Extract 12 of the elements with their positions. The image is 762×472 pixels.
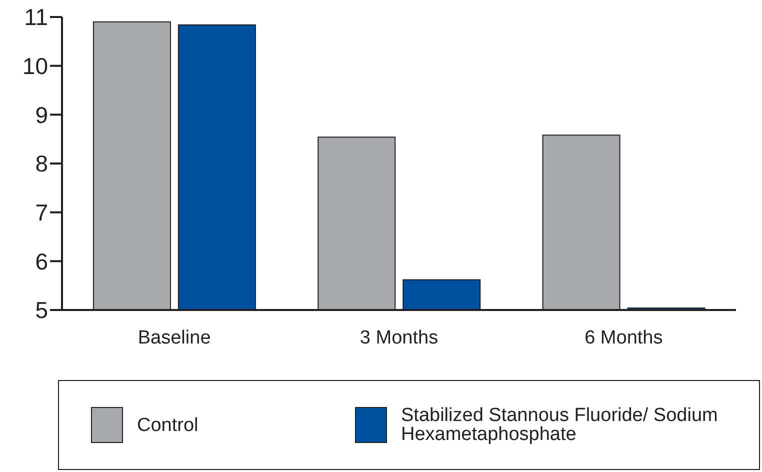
y-tick-label: 7 bbox=[35, 200, 48, 226]
x-tick-label: 6 Months bbox=[584, 327, 663, 348]
y-tick-label: 10 bbox=[22, 53, 48, 79]
y-tick-label: 8 bbox=[35, 150, 48, 177]
legend-label: Control bbox=[137, 414, 200, 436]
y-tick-label: 9 bbox=[35, 102, 48, 128]
legend-label: Stabilized Stannous Fluoride/ Sodium Hexametaphosphate bbox=[401, 405, 719, 445]
y-tick-label: 11 bbox=[24, 4, 48, 30]
y-tick-label: 6 bbox=[35, 248, 48, 274]
x-tick-label: Baseline bbox=[138, 327, 211, 348]
y-tick-label: 5 bbox=[35, 297, 48, 324]
x-tick-label: 3 Months bbox=[360, 327, 438, 348]
